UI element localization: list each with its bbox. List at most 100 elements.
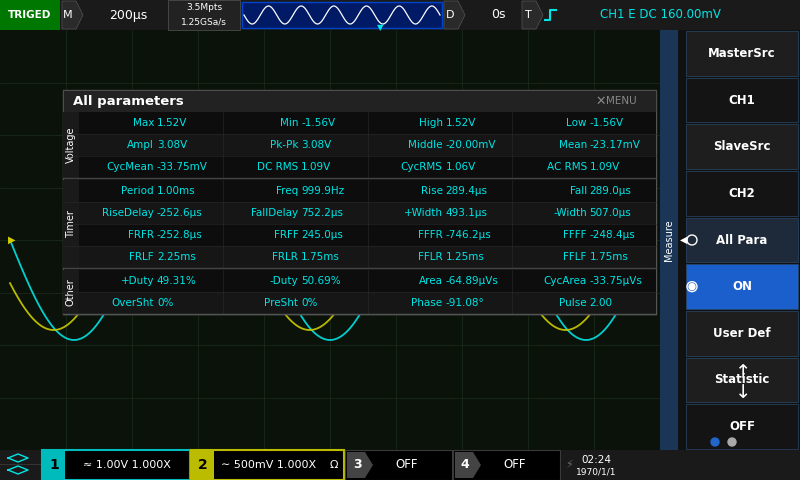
- Bar: [0, 464, 42, 465]
- Text: -252.6μs: -252.6μs: [157, 208, 202, 218]
- Text: Max: Max: [133, 118, 154, 128]
- Text: CycMean: CycMean: [106, 162, 154, 172]
- Text: High: High: [418, 118, 442, 128]
- Bar: [453, 450, 560, 480]
- Text: 289.0μs: 289.0μs: [590, 186, 631, 196]
- Bar: [191, 450, 344, 480]
- Bar: [63, 90, 656, 112]
- Text: -64.89μVs: -64.89μVs: [446, 276, 498, 286]
- Bar: [686, 404, 798, 449]
- Bar: [0, 30, 660, 450]
- Text: ▶: ▶: [8, 235, 15, 245]
- Text: All Para: All Para: [716, 233, 768, 247]
- Text: 3.08V: 3.08V: [157, 140, 187, 150]
- FancyArrow shape: [444, 1, 465, 29]
- Text: 493.1μs: 493.1μs: [446, 208, 487, 218]
- Text: 2.25ms: 2.25ms: [157, 252, 196, 262]
- Text: Voltage: Voltage: [66, 127, 76, 163]
- Text: 0%: 0%: [301, 298, 318, 308]
- FancyArrow shape: [455, 452, 481, 478]
- Text: Other: Other: [66, 278, 76, 306]
- Text: RiseDelay: RiseDelay: [102, 208, 154, 218]
- Text: Measure: Measure: [664, 219, 674, 261]
- Bar: [0, 450, 42, 480]
- Bar: [168, 0, 240, 30]
- Text: OFF: OFF: [504, 458, 526, 471]
- Text: -1.56V: -1.56V: [590, 118, 624, 128]
- Text: 1.09V: 1.09V: [301, 162, 331, 172]
- Text: -Width: -Width: [553, 208, 586, 218]
- Text: OverSht: OverSht: [111, 298, 154, 308]
- Bar: [345, 450, 452, 480]
- Bar: [79, 292, 656, 314]
- Text: Timer: Timer: [66, 210, 76, 238]
- Bar: [660, 30, 800, 450]
- Bar: [63, 90, 656, 314]
- Text: -33.75mV: -33.75mV: [157, 162, 208, 172]
- Text: -1.56V: -1.56V: [301, 118, 335, 128]
- FancyArrow shape: [347, 452, 373, 478]
- Text: FRLF: FRLF: [130, 252, 154, 262]
- Text: CH1 E DC 160.00mV: CH1 E DC 160.00mV: [599, 9, 721, 22]
- Text: 3.08V: 3.08V: [301, 140, 331, 150]
- Text: 50.69%: 50.69%: [301, 276, 341, 286]
- Text: -746.2μs: -746.2μs: [446, 230, 491, 240]
- Text: 1.09V: 1.09V: [590, 162, 620, 172]
- Circle shape: [728, 438, 736, 446]
- Text: ↑: ↑: [735, 362, 751, 382]
- Text: 200μs: 200μs: [109, 9, 147, 22]
- Text: ON: ON: [732, 280, 752, 293]
- Text: Phase: Phase: [411, 298, 442, 308]
- Text: Pk-Pk: Pk-Pk: [270, 140, 298, 150]
- Bar: [686, 311, 798, 356]
- Text: D: D: [446, 10, 454, 20]
- Text: 1970/1/1: 1970/1/1: [576, 468, 616, 477]
- Bar: [79, 156, 656, 178]
- Text: PreSht: PreSht: [264, 298, 298, 308]
- Text: DC RMS: DC RMS: [257, 162, 298, 172]
- Bar: [242, 2, 442, 28]
- Text: 1.75ms: 1.75ms: [590, 252, 629, 262]
- Bar: [0, 450, 800, 480]
- Text: 02:24: 02:24: [581, 455, 611, 465]
- Text: ◀: ◀: [680, 235, 687, 245]
- Text: FRFF: FRFF: [274, 230, 298, 240]
- Text: Statistic: Statistic: [714, 373, 770, 386]
- Bar: [79, 112, 656, 134]
- Text: FFLF: FFLF: [563, 252, 586, 262]
- Text: 1.06V: 1.06V: [446, 162, 476, 172]
- Bar: [192, 451, 214, 479]
- Text: AC RMS: AC RMS: [546, 162, 586, 172]
- Text: ⚡: ⚡: [565, 460, 573, 470]
- Circle shape: [711, 438, 719, 446]
- Bar: [79, 202, 656, 224]
- Bar: [686, 264, 798, 309]
- Text: 2: 2: [198, 458, 208, 472]
- Bar: [686, 171, 798, 216]
- Text: Low: Low: [566, 118, 586, 128]
- Text: OFF: OFF: [729, 420, 755, 433]
- Bar: [0, 0, 60, 30]
- Bar: [686, 78, 798, 122]
- Text: 49.31%: 49.31%: [157, 276, 197, 286]
- Text: M: M: [63, 10, 73, 20]
- Text: -Duty: -Duty: [270, 276, 298, 286]
- Text: 2.00: 2.00: [590, 298, 613, 308]
- Text: FallDelay: FallDelay: [251, 208, 298, 218]
- Text: All parameters: All parameters: [73, 95, 184, 108]
- Text: FFLR: FFLR: [418, 252, 442, 262]
- Text: MasterSrc: MasterSrc: [708, 47, 776, 60]
- Text: ▼: ▼: [377, 24, 383, 33]
- Bar: [63, 112, 79, 178]
- Text: Period: Period: [122, 186, 154, 196]
- Bar: [63, 270, 79, 314]
- Text: TRIGED: TRIGED: [8, 10, 52, 20]
- FancyArrow shape: [522, 1, 543, 29]
- Text: 1.25GSa/s: 1.25GSa/s: [181, 17, 227, 26]
- Text: T: T: [525, 10, 531, 20]
- Text: 1.52V: 1.52V: [446, 118, 476, 128]
- Text: 1.00ms: 1.00ms: [157, 186, 195, 196]
- Text: Ω: Ω: [330, 460, 338, 470]
- Text: -20.00mV: -20.00mV: [446, 140, 496, 150]
- Text: Fall: Fall: [570, 186, 586, 196]
